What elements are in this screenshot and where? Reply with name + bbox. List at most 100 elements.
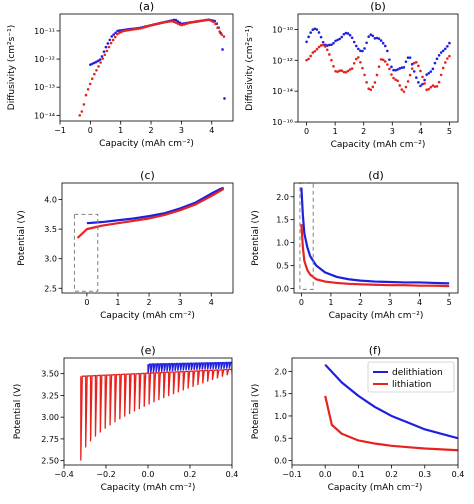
data-point [435, 57, 439, 61]
y-tick-label: 2.5 [44, 284, 57, 293]
y-tick-label: 0.0 [274, 457, 287, 466]
data-point [315, 28, 319, 31]
legend-label: delithiation [392, 368, 443, 378]
data-point [109, 41, 113, 45]
y-tick-label: 2.0 [276, 193, 289, 202]
data-point [435, 85, 439, 88]
data-point [346, 69, 350, 73]
data-point [205, 18, 209, 22]
x-tick-label: 4 [209, 126, 214, 135]
data-point [187, 21, 190, 25]
data-point [338, 37, 341, 41]
data-point [408, 56, 412, 59]
x-tick-label: 0 [304, 127, 309, 136]
data-point [141, 26, 144, 30]
data-point [113, 35, 117, 39]
axes-frame [61, 182, 234, 294]
x-tick-label: 0 [299, 298, 304, 307]
data-point [425, 88, 428, 92]
data-point [147, 24, 150, 28]
data-point [412, 70, 416, 73]
data-point [363, 47, 366, 50]
y-tick-label: 3.5 [44, 225, 57, 234]
data-point [336, 70, 339, 73]
data-point [94, 60, 98, 64]
data-point [120, 30, 123, 34]
data-point [201, 19, 205, 22]
data-point [369, 88, 373, 91]
data-point [319, 44, 323, 47]
panel-a: (a) −1 0 1 2 3 4 10⁻¹¹ 10⁻¹² 10⁻¹³ 10⁻¹⁴ Capacity (… [7, 0, 234, 149]
x-tick-label: 2 [361, 127, 366, 136]
y-axis-label: Diffusivity (cm²s⁻¹) [245, 25, 255, 110]
data-point [431, 67, 435, 71]
data-point [176, 22, 180, 25]
data-point [321, 40, 325, 44]
x-tick-label: 0.3 [418, 470, 431, 479]
plot-area [76, 186, 225, 239]
data-point [95, 68, 98, 72]
data-point [402, 66, 406, 69]
data-point [437, 54, 441, 57]
data-point [321, 43, 325, 47]
x-tick-label: 1 [118, 126, 123, 135]
data-point [398, 67, 402, 70]
y-tick-label: 3.00 [41, 413, 59, 422]
x-tick-label: 3 [179, 126, 184, 135]
data-point [415, 76, 418, 79]
data-point [348, 68, 352, 71]
x-tick-label: 0 [84, 298, 89, 307]
data-point [381, 41, 385, 45]
data-point [199, 19, 203, 23]
data-point [222, 35, 226, 38]
data-point [408, 73, 412, 77]
data-point [421, 82, 424, 86]
x-tick-label: 1 [333, 127, 338, 136]
y-tick-label: 10⁻¹⁴ [34, 111, 55, 120]
data-point [334, 69, 337, 73]
series-red [305, 43, 451, 93]
series-red [80, 368, 232, 461]
panel-e: (e) −0.4 −0.2 0.0 0.2 0.4 2.50 2.75 3.00 3.25 3.50… [13, 344, 238, 493]
zoom-box [73, 213, 99, 292]
data-point [365, 81, 368, 84]
data-point [90, 62, 94, 66]
data-point [132, 27, 136, 31]
data-point [350, 67, 354, 70]
data-point [216, 26, 219, 30]
x-tick-label: 3 [178, 298, 183, 307]
data-point [182, 23, 186, 26]
y-tick-label: 0.5 [276, 262, 289, 271]
x-axis-label: Capacity (mAh cm⁻²) [331, 140, 426, 150]
data-point [386, 49, 389, 53]
data-point [429, 85, 433, 89]
data-point [97, 65, 100, 68]
data-point [178, 23, 182, 26]
data-point [143, 25, 146, 29]
series-blue [89, 18, 226, 100]
data-point [317, 31, 321, 34]
data-point [174, 21, 178, 24]
data-point [330, 58, 333, 62]
data-point [423, 82, 426, 85]
x-tick-label: 5 [447, 127, 452, 136]
data-point [394, 78, 397, 81]
data-point [86, 87, 90, 91]
data-point [221, 48, 224, 51]
data-point [309, 31, 313, 34]
data-point [415, 60, 418, 64]
panel-title: (d) [368, 169, 384, 182]
data-point [417, 81, 420, 84]
data-point [402, 90, 406, 93]
y-tick-label: 0.5 [274, 434, 287, 443]
data-point [159, 21, 163, 25]
series-blue [300, 187, 450, 285]
data-point [431, 84, 435, 87]
data-point [448, 54, 451, 58]
data-point [406, 80, 410, 83]
data-point [88, 82, 92, 86]
data-point [193, 20, 196, 24]
y-tick-label: 10⁻¹² [272, 56, 293, 65]
data-point [425, 73, 428, 76]
data-point [168, 20, 171, 23]
